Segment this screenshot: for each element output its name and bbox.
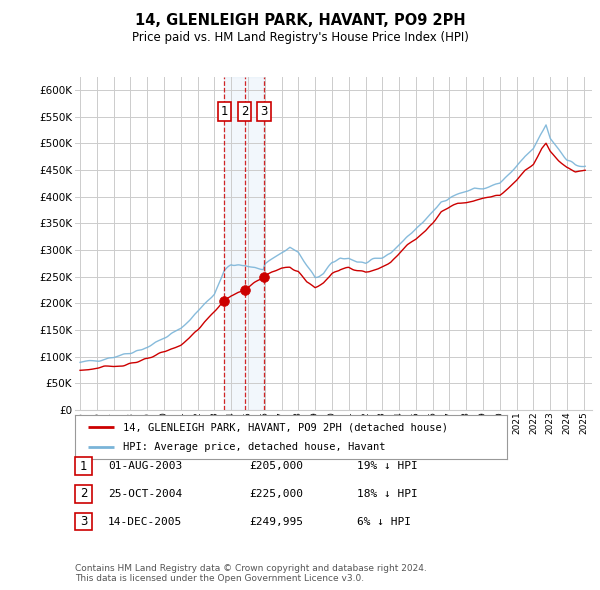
Text: 14, GLENLEIGH PARK, HAVANT, PO9 2PH (detached house): 14, GLENLEIGH PARK, HAVANT, PO9 2PH (det… <box>122 422 448 432</box>
Text: 3: 3 <box>80 515 87 528</box>
Text: 1: 1 <box>80 460 87 473</box>
Text: 2: 2 <box>80 487 87 500</box>
Text: HPI: Average price, detached house, Havant: HPI: Average price, detached house, Hava… <box>122 442 385 451</box>
Text: 14-DEC-2005: 14-DEC-2005 <box>108 517 182 526</box>
Text: 18% ↓ HPI: 18% ↓ HPI <box>357 489 418 499</box>
Text: 3: 3 <box>260 105 268 118</box>
Text: 01-AUG-2003: 01-AUG-2003 <box>108 461 182 471</box>
Text: £249,995: £249,995 <box>249 517 303 526</box>
Text: 6% ↓ HPI: 6% ↓ HPI <box>357 517 411 526</box>
Text: £205,000: £205,000 <box>249 461 303 471</box>
Text: 19% ↓ HPI: 19% ↓ HPI <box>357 461 418 471</box>
Text: 1: 1 <box>220 105 228 118</box>
Bar <box>224 77 264 410</box>
Text: Contains HM Land Registry data © Crown copyright and database right 2024.
This d: Contains HM Land Registry data © Crown c… <box>75 563 427 583</box>
Text: £225,000: £225,000 <box>249 489 303 499</box>
Text: Price paid vs. HM Land Registry's House Price Index (HPI): Price paid vs. HM Land Registry's House … <box>131 31 469 44</box>
Text: 25-OCT-2004: 25-OCT-2004 <box>108 489 182 499</box>
Text: 2: 2 <box>241 105 248 118</box>
Text: 14, GLENLEIGH PARK, HAVANT, PO9 2PH: 14, GLENLEIGH PARK, HAVANT, PO9 2PH <box>134 13 466 28</box>
